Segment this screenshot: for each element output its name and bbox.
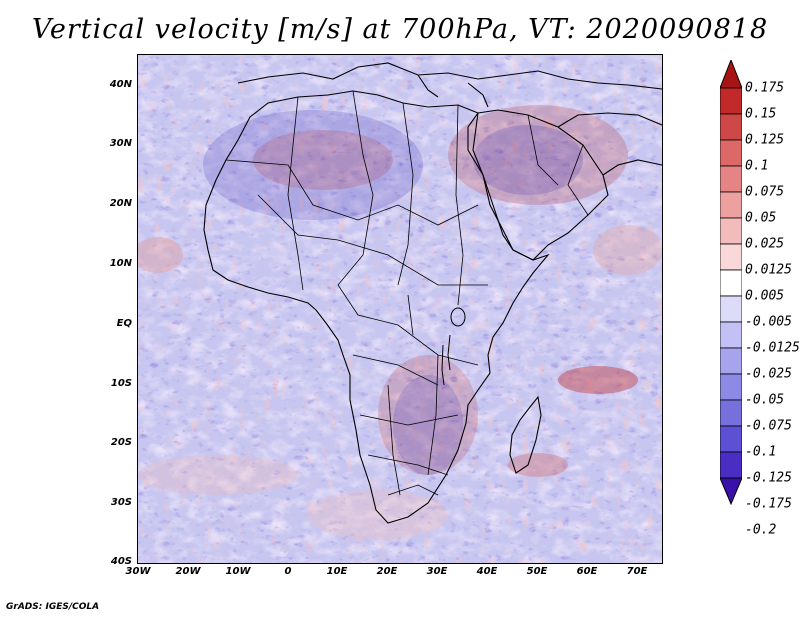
- colorbar-top-arrow: [720, 60, 742, 89]
- colorbar-label: -0.075: [745, 418, 792, 434]
- y-tick-label: 40S: [110, 556, 132, 567]
- x-tick-label: 0: [284, 566, 292, 577]
- x-tick-label: 30E: [426, 566, 448, 577]
- colorbar-segment: [720, 399, 742, 427]
- colorbar-segment: [720, 243, 742, 271]
- colorbar-segment: [720, 269, 742, 297]
- x-tick-label: 10W: [225, 566, 251, 577]
- y-tick-label: 10N: [109, 258, 132, 269]
- y-tick-label: 30N: [109, 138, 132, 149]
- map-field: [138, 55, 662, 563]
- colorbar-label: -0.005: [745, 314, 792, 330]
- colorbar-segment: [720, 139, 742, 167]
- colorbar-segment: [720, 373, 742, 401]
- colorbar-label: -0.175: [745, 496, 792, 512]
- colorbar-label: 0.05: [745, 210, 777, 226]
- x-tick-label: 10E: [326, 566, 348, 577]
- colorbar-segment: [720, 113, 742, 141]
- colorbar-label: -0.0125: [745, 340, 800, 356]
- colorbar-label: 0.1: [745, 158, 769, 174]
- y-tick-label: 30S: [110, 497, 132, 508]
- footer-credit: GrADS: IGES/COLA: [6, 602, 100, 612]
- map-title: Vertical velocity [m/s] at 700hPa, VT: 2…: [31, 14, 769, 45]
- x-tick-label: 60E: [576, 566, 598, 577]
- colorbar-segment: [720, 451, 742, 479]
- x-tick-label: 20W: [175, 566, 201, 577]
- colorbar-label: -0.2: [745, 522, 777, 538]
- colorbar-label: 0.175: [745, 80, 785, 96]
- colorbar-segment: [720, 295, 742, 323]
- colorbar-segment: [720, 425, 742, 453]
- colorbar-label: -0.05: [745, 392, 785, 408]
- colorbar-label: -0.125: [745, 470, 792, 486]
- colorbar-label: 0.0125: [745, 262, 792, 278]
- colorbar-label: 0.075: [745, 184, 785, 200]
- x-tick-label: 20E: [376, 566, 398, 577]
- colorbar-segment: [720, 217, 742, 245]
- colorbar-segments: [720, 60, 742, 506]
- coastlines: [203, 62, 662, 524]
- colorbar-segment: [720, 165, 742, 193]
- colorbar-label: 0.005: [745, 288, 785, 304]
- x-tick-label: 50E: [526, 566, 548, 577]
- lakes: [441, 307, 466, 386]
- country-borders: [225, 90, 589, 496]
- colorbar-label: -0.025: [745, 366, 792, 382]
- colorbar-segment: [720, 321, 742, 349]
- x-tick-label: 70E: [626, 566, 648, 577]
- x-tick-label: 40E: [476, 566, 498, 577]
- colorbar-segment: [720, 191, 742, 219]
- colorbar-label: 0.125: [745, 132, 785, 148]
- y-tick-label: 20S: [110, 437, 132, 448]
- map-panel: [137, 54, 663, 564]
- colorbar-bottom-arrow: [720, 477, 742, 506]
- colorbar: [720, 60, 742, 506]
- colorbar-segment: [720, 347, 742, 375]
- colorbar-label: -0.1: [745, 444, 777, 460]
- colorbar-label: 0.15: [745, 106, 777, 122]
- y-tick-label: EQ: [116, 318, 132, 329]
- y-tick-label: 10S: [110, 378, 132, 389]
- y-tick-label: 20N: [109, 198, 132, 209]
- intense-zones: [138, 105, 662, 540]
- x-tick-label: 30W: [125, 566, 151, 577]
- colorbar-label: 0.025: [745, 236, 785, 252]
- colorbar-segment: [720, 87, 742, 115]
- y-tick-label: 40N: [109, 79, 132, 90]
